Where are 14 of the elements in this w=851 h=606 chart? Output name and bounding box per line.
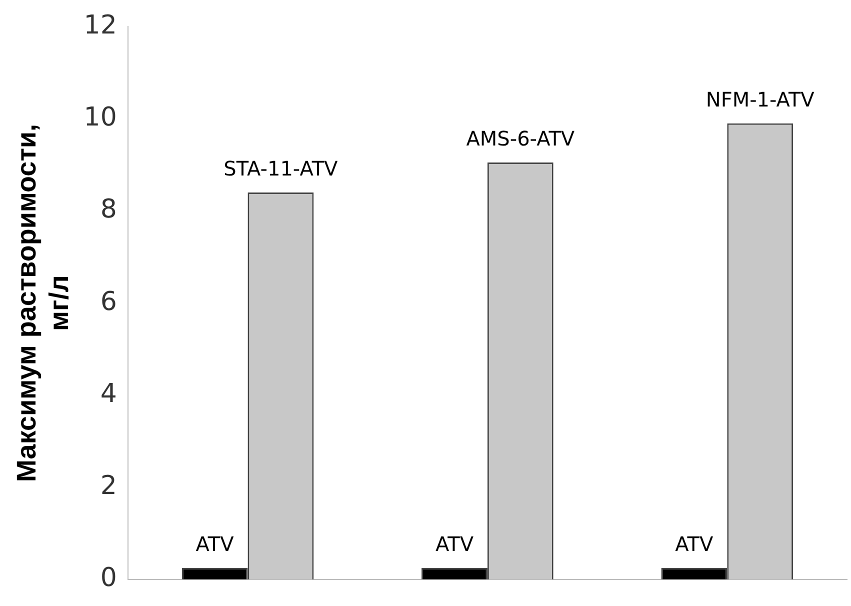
y-tick-label: 0 (100, 563, 117, 594)
y-tick-label: 12 (84, 10, 117, 40)
y-tick-label: 2 (100, 471, 117, 502)
y-tick-label: 10 (84, 102, 117, 132)
y-tick-label: 4 (100, 378, 117, 409)
y-axis-title: Максимум растворимости, мг/л (12, 124, 74, 482)
data-label: ATV (196, 532, 234, 556)
data-label: NFM-1-ATV (706, 88, 815, 112)
data-label: STA-11-ATV (224, 156, 338, 181)
data-label: AMS-6-ATV (466, 126, 575, 151)
data-label: ATV (675, 532, 714, 556)
data-label: ATV (435, 532, 474, 556)
y-tick-label: 6 (100, 286, 117, 317)
y-tick-label: 8 (100, 194, 117, 225)
